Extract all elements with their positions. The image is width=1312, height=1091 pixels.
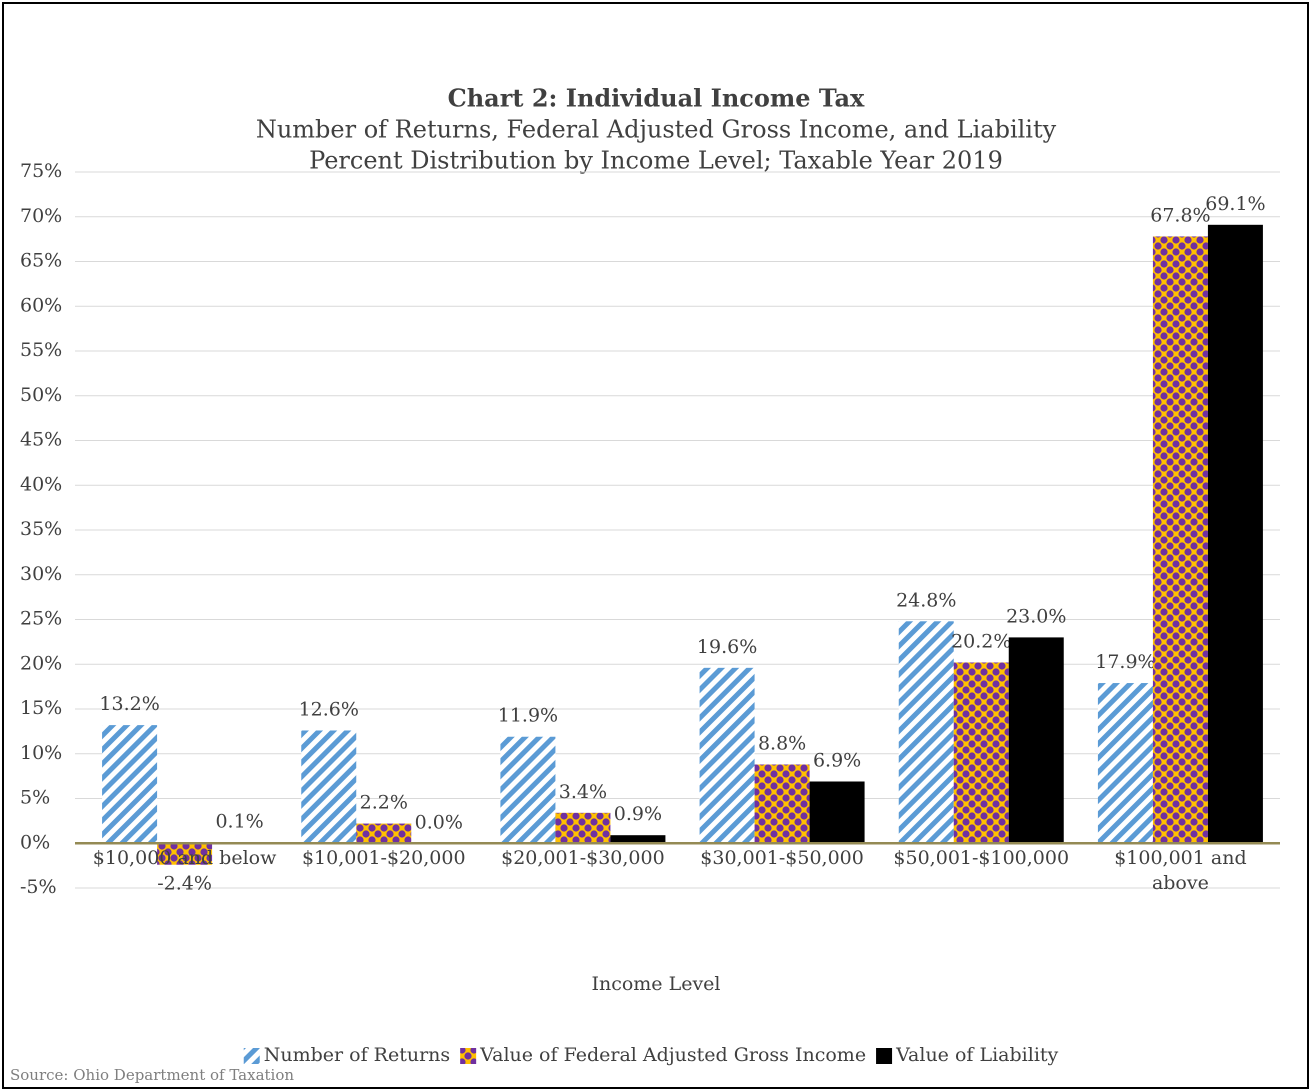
source: Source: Ohio Department of Taxation — [10, 1066, 294, 1084]
y-tick-label: 75% — [20, 160, 62, 182]
data-label: 20.2% — [951, 630, 1011, 652]
y-tick-label: 70% — [20, 205, 62, 227]
legend-label: Number of Returns — [264, 1044, 450, 1066]
data-label: 17.9% — [1095, 651, 1155, 673]
legend-label: Value of Federal Adjusted Gross Income — [479, 1044, 866, 1066]
data-label: 69.1% — [1205, 193, 1265, 215]
bar — [898, 621, 954, 844]
y-tick-label: 15% — [20, 697, 62, 719]
bar — [301, 730, 357, 844]
bar — [1207, 224, 1263, 844]
y-tick-label: 10% — [20, 742, 62, 764]
y-tick-label: 25% — [20, 608, 62, 630]
legend-swatch — [876, 1048, 893, 1064]
y-tick-label: 55% — [20, 339, 62, 361]
y-tick-label: 60% — [20, 294, 62, 316]
y-tick-label: 50% — [20, 384, 62, 406]
data-label: 0.1% — [215, 810, 263, 832]
bar — [754, 764, 810, 844]
bar — [809, 781, 865, 844]
y-tick-label: 40% — [20, 473, 62, 495]
data-label: 6.9% — [813, 749, 861, 771]
legend-label: Value of Liability — [895, 1044, 1058, 1066]
y-tick-label: 65% — [20, 250, 62, 272]
bar — [500, 736, 556, 844]
data-label: 12.6% — [299, 698, 359, 720]
data-label: 0.9% — [614, 803, 662, 825]
y-tick-label: 0% — [20, 831, 50, 853]
data-label: 24.8% — [896, 589, 956, 611]
data-label: 11.9% — [498, 705, 558, 727]
bar — [953, 662, 1009, 844]
data-label: 3.4% — [559, 781, 607, 803]
bar — [1008, 637, 1064, 844]
chart-subtitle: Percent Distribution by Income Level; Ta… — [309, 147, 1003, 175]
y-tick-label: 45% — [20, 429, 62, 451]
bar — [699, 667, 755, 844]
x-tick-label: $30,001-$50,000 — [700, 847, 864, 869]
y-tick-label: -5% — [20, 876, 57, 898]
x-tick-label: $20,001-$30,000 — [501, 847, 665, 869]
chart-title: Chart 2: Individual Income Tax — [448, 84, 865, 113]
y-tick-label: 5% — [20, 787, 50, 809]
data-label: 19.6% — [697, 636, 757, 658]
legend-swatch — [460, 1048, 477, 1064]
x-tick-label: $50,001-$100,000 — [893, 847, 1070, 869]
bar — [1097, 683, 1153, 844]
data-label: -2.4% — [157, 873, 212, 895]
legend-swatch — [243, 1048, 260, 1064]
y-tick-label: 20% — [20, 652, 62, 674]
x-axis-title: Income Level — [591, 973, 720, 995]
bar — [555, 812, 611, 844]
bar — [1152, 236, 1208, 844]
bar — [157, 843, 213, 865]
x-tick-label: $10,001-$20,000 — [301, 847, 466, 869]
y-tick-label: 30% — [20, 563, 62, 585]
data-label: 67.8% — [1150, 204, 1210, 226]
x-tick-label: $10,000 and below — [92, 847, 277, 869]
data-label: 13.2% — [99, 693, 159, 715]
x-tick-label: $100,001 and above — [1114, 847, 1247, 894]
y-tick-label: 35% — [20, 518, 62, 540]
bar — [610, 835, 666, 844]
chart-subtitle: Number of Returns, Federal Adjusted Gros… — [256, 116, 1057, 144]
bar — [102, 725, 158, 844]
data-label: 8.8% — [758, 732, 806, 754]
data-label: 23.0% — [1006, 605, 1066, 627]
data-label: 2.2% — [360, 792, 408, 814]
data-label: 0.0% — [415, 811, 463, 833]
bar — [356, 823, 412, 844]
